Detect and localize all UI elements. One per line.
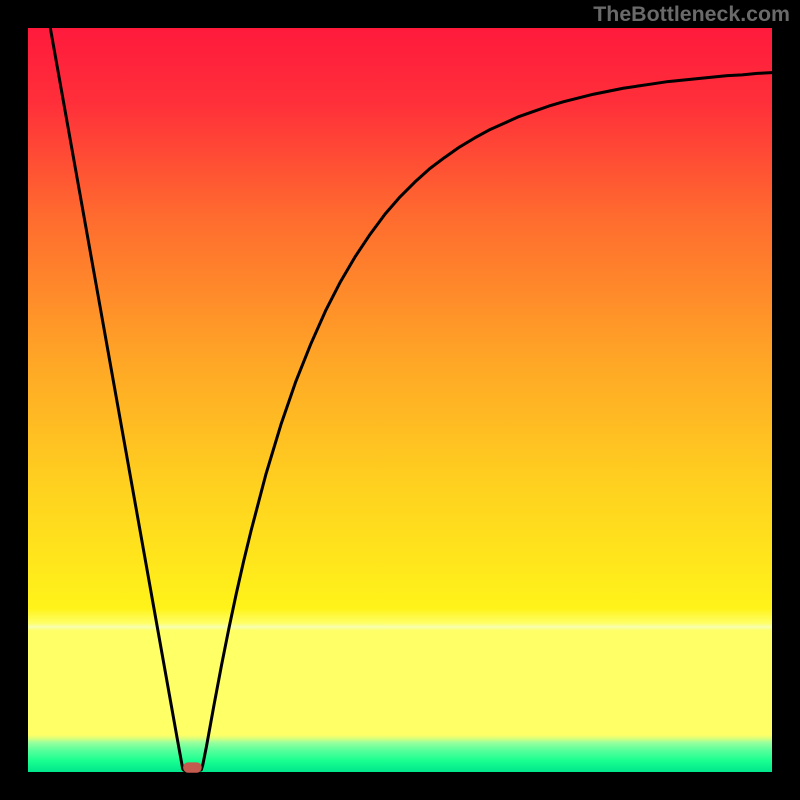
attribution-text: TheBottleneck.com [593,2,790,27]
chart-stage: TheBottleneck.com [0,0,800,800]
bottleneck-chart [0,0,800,800]
chart-background [28,28,772,772]
min-marker [183,762,202,772]
